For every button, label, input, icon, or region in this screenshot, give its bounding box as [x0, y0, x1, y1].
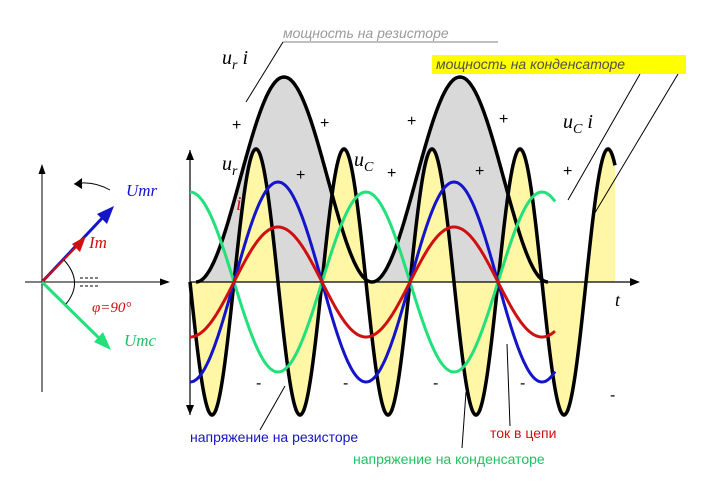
plus-sign: +	[320, 115, 329, 132]
plus-sign: +	[499, 111, 508, 128]
current-caption: ток в цепи	[490, 425, 556, 441]
plus-sign: +	[407, 113, 416, 130]
umc-arrowhead	[94, 332, 111, 350]
capacitor-power-leader-2	[567, 73, 641, 201]
phasor-diagram: Umr Im Umc φ=90°	[25, 164, 170, 392]
umr-arrowhead	[97, 206, 114, 224]
phi-label: φ=90°	[92, 300, 131, 316]
minus-sign: -	[610, 387, 615, 404]
plus-sign: +	[387, 165, 396, 182]
minus-sign: -	[433, 375, 438, 392]
plus-sign: +	[296, 167, 305, 184]
resistor-power-fill	[196, 77, 548, 282]
umr-label: Umr	[126, 181, 158, 200]
phi-angle-arc	[63, 259, 75, 305]
plus-sign: +	[232, 117, 241, 134]
umc-label: Umc	[124, 331, 157, 350]
uc-label: uC	[354, 149, 374, 175]
capacitor-power-leader-1	[592, 73, 679, 217]
im-vector	[41, 243, 80, 283]
time-axis-label: t	[615, 290, 621, 310]
im-arrowhead	[72, 236, 86, 252]
vertical-axis-top-arrowhead	[186, 150, 194, 160]
curve-labels: ur i uC i ur uC i	[222, 47, 593, 215]
resistor-power-curve	[195, 75, 549, 284]
time-axis-arrowhead	[630, 278, 640, 286]
resistor-power-fill-layer	[196, 77, 548, 282]
phasor-horizontal-arrowhead	[160, 278, 170, 286]
plus-sign: +	[563, 163, 572, 180]
capacitor-voltage-leader	[461, 391, 467, 449]
resistor-power-caption: мощность на резисторе	[283, 25, 449, 41]
ur-i-label: ur i	[222, 47, 248, 73]
capacitor-voltage-caption: напряжение на конденсаторе	[353, 451, 545, 467]
minus-sign: -	[520, 375, 525, 392]
resistor-power-leader	[245, 41, 284, 103]
ur-label: ur	[222, 153, 238, 179]
current-curve	[190, 225, 556, 339]
phasor-vertical-arrowhead	[38, 164, 46, 174]
capacitor-power-caption-highlight	[432, 55, 686, 74]
capacitor-power-caption: мощность на конденсаторе	[436, 56, 625, 72]
power-sign-markers: + + + + + + + + - - - - -	[232, 111, 615, 404]
i-label: i	[236, 193, 242, 215]
im-label: Im	[88, 233, 107, 252]
uc-i-label: uC i	[563, 111, 593, 137]
resistor-voltage-curve	[189, 180, 557, 384]
capacitor-power-curve	[188, 147, 617, 417]
minus-sign: -	[343, 375, 348, 392]
resistor-voltage-caption: напряжение на резисторе	[190, 429, 358, 445]
umc-vector	[40, 280, 105, 344]
minus-sign: -	[256, 375, 261, 392]
plus-sign: +	[475, 163, 484, 180]
current-leader	[506, 343, 511, 427]
resistor-voltage-leader	[259, 385, 286, 431]
capacitor-voltage-curve	[189, 190, 557, 374]
rotation-arrowhead	[74, 178, 82, 189]
vertical-axis-bottom-arrowhead	[186, 405, 194, 415]
